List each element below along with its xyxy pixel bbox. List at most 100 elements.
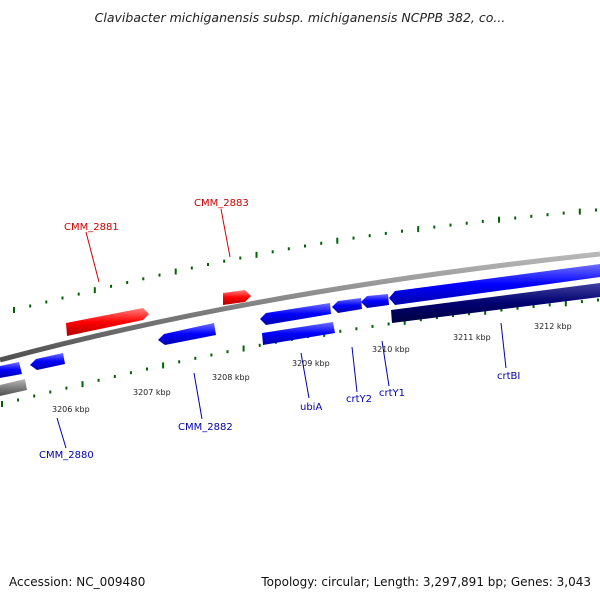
forward-tick-mark xyxy=(287,247,290,251)
label-cmm-2881[interactable]: CMM_2881 xyxy=(64,222,119,233)
forward-tick-mark xyxy=(255,251,258,258)
reverse-tick-mark xyxy=(17,398,20,402)
forward-tick-mark xyxy=(207,263,209,266)
position-marker: 3212 kbp xyxy=(534,322,572,331)
forward-tick-mark xyxy=(93,287,96,294)
forward-tick-mark xyxy=(352,236,355,240)
forward-tick-mark xyxy=(562,211,565,215)
gene-cmm-2883[interactable] xyxy=(223,290,251,305)
label-ubiA[interactable]: ubiA xyxy=(300,402,322,413)
forward-tick-mark xyxy=(514,216,517,220)
gene-ubiA[interactable] xyxy=(262,322,335,345)
reverse-tick-mark xyxy=(371,324,374,328)
forward-tick-mark xyxy=(239,256,242,260)
leader-cmm-2883 xyxy=(220,208,231,258)
forward-tick-mark xyxy=(530,214,533,218)
reverse-tick-mark xyxy=(81,381,84,388)
forward-tick-mark xyxy=(190,266,193,270)
forward-tick-mark xyxy=(449,223,452,227)
genome-backbone xyxy=(0,251,600,363)
reverse-tick-mark xyxy=(258,343,261,347)
reverse-tick-mark xyxy=(226,350,229,354)
reverse-tick-mark xyxy=(129,371,132,375)
gene-cmm-2882[interactable] xyxy=(158,323,216,345)
position-marker: 3208 kbp xyxy=(212,373,250,382)
forward-tick-mark xyxy=(595,208,597,212)
position-marker: 3210 kbp xyxy=(372,345,410,354)
forward-tick-mark xyxy=(304,244,306,248)
label-crtY2[interactable]: crtY2 xyxy=(346,394,372,405)
leader-crtY1 xyxy=(381,340,390,387)
leader-ubiA xyxy=(300,352,310,399)
label-crtBI[interactable]: crtBI xyxy=(497,371,520,382)
gene-dark-strand[interactable] xyxy=(391,283,600,323)
forward-tick-mark xyxy=(174,268,177,275)
reverse-tick-mark xyxy=(113,375,116,378)
reverse-tick-mark xyxy=(564,300,567,307)
reverse-tick-mark xyxy=(516,306,519,310)
gene-crtY2[interactable] xyxy=(332,298,362,313)
forward-tick-mark xyxy=(578,208,581,215)
forward-tick-mark xyxy=(110,284,112,288)
leader-cmm-2880 xyxy=(56,417,67,449)
reverse-tick-mark xyxy=(162,362,165,369)
gene-crtBI[interactable] xyxy=(389,264,600,305)
reverse-tick-mark xyxy=(339,329,342,333)
forward-tick-mark xyxy=(433,225,436,229)
gene-ubiA-upper[interactable] xyxy=(260,303,331,325)
reverse-tick-mark xyxy=(435,316,438,320)
gene-crtY1[interactable] xyxy=(361,294,389,308)
position-marker: 3211 kbp xyxy=(453,333,491,342)
reverse-tick-mark xyxy=(468,312,471,316)
forward-tick-mark xyxy=(465,221,468,225)
topology-summary: Topology: circular; Length: 3,297,891 bp… xyxy=(261,575,591,589)
reverse-tick-mark xyxy=(65,386,68,390)
forward-tick-mark xyxy=(336,237,339,244)
forward-tick-mark xyxy=(142,277,145,281)
forward-tick-mark xyxy=(77,292,80,296)
reverse-tick-mark xyxy=(146,367,148,371)
reverse-tick-mark xyxy=(580,300,583,304)
forward-tick-mark xyxy=(320,241,323,245)
forward-tick-mark xyxy=(45,300,48,304)
label-crtY1[interactable]: crtY1 xyxy=(379,388,405,399)
position-marker: 3209 kbp xyxy=(292,359,330,368)
forward-tick-mark xyxy=(13,307,15,313)
accession-text: Accession: NC_009480 xyxy=(9,575,146,589)
forward-tick-mark xyxy=(384,231,387,235)
reverse-tick-mark xyxy=(500,308,503,312)
label-cmm-2880[interactable]: CMM_2880 xyxy=(39,450,94,461)
forward-tick-mark xyxy=(223,259,226,263)
gene-left-edge[interactable] xyxy=(0,362,22,378)
forward-tick-mark xyxy=(126,281,129,284)
reverse-tick-mark xyxy=(532,305,535,309)
reverse-tick-mark xyxy=(597,298,599,302)
position-marker: 3206 kbp xyxy=(52,405,90,414)
forward-tick-mark xyxy=(61,296,64,300)
leader-crtBI xyxy=(500,322,507,369)
forward-tick-mark xyxy=(417,226,420,233)
leader-cmm-2881 xyxy=(85,231,100,283)
reverse-tick-mark xyxy=(242,345,245,352)
label-cmm-2883[interactable]: CMM_2883 xyxy=(194,198,249,209)
reverse-tick-mark xyxy=(178,360,181,364)
reverse-tick-mark xyxy=(194,356,197,360)
forward-tick-ring xyxy=(13,208,597,313)
reverse-tick-mark xyxy=(1,401,3,407)
forward-tick-mark xyxy=(546,213,549,217)
reverse-tick-mark xyxy=(210,353,213,357)
gene-grey-segment[interactable] xyxy=(0,379,27,396)
position-marker: 3207 kbp xyxy=(133,388,171,397)
genome-title: Clavibacter michiganensis subsp. michiga… xyxy=(94,10,506,25)
gene-cmm-2880[interactable] xyxy=(30,353,65,370)
forward-tick-mark xyxy=(401,229,403,233)
reverse-tick-mark xyxy=(49,390,52,394)
reverse-tick-mark xyxy=(33,394,36,398)
label-cmm-2882[interactable]: CMM_2882 xyxy=(178,422,233,433)
gene-cmm-2881[interactable] xyxy=(66,308,149,336)
reverse-tick-mark xyxy=(452,314,454,318)
forward-tick-mark xyxy=(498,216,500,223)
leader-cmm-2882 xyxy=(193,372,203,420)
